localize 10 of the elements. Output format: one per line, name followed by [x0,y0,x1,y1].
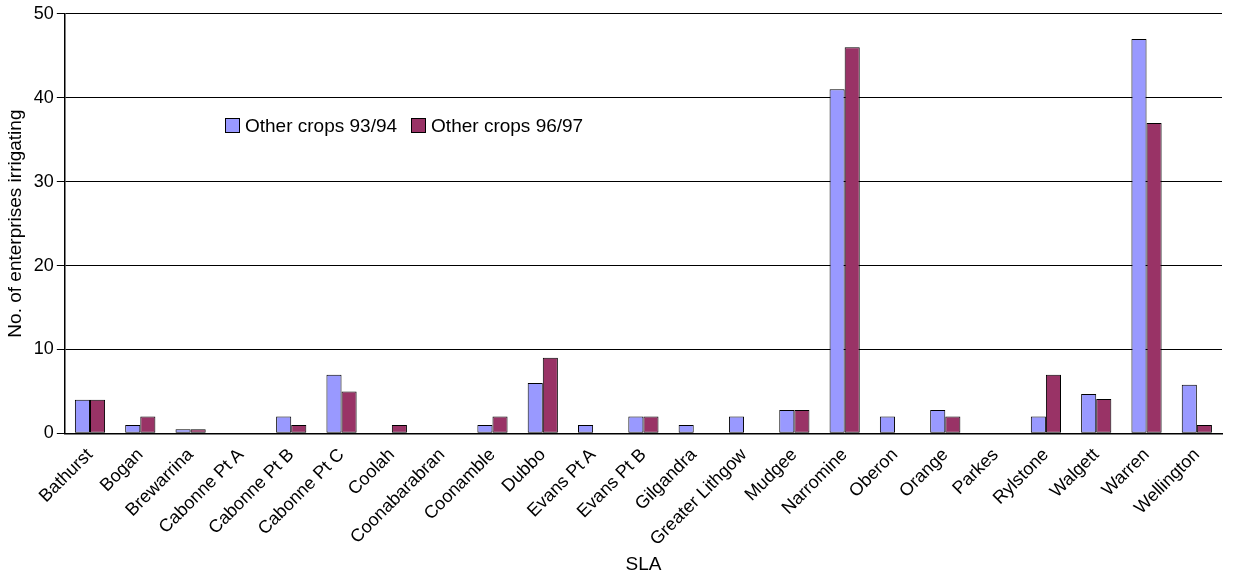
y-tick-label: 30 [33,170,54,191]
legend-label: Other crops 96/97 [430,115,584,137]
legend-label: Other crops 93/94 [244,115,398,137]
x-axis-title: SLA [625,552,662,574]
y-tick-label: 10 [33,338,54,359]
y-tick-label: 20 [33,254,54,275]
y-tick-label: 0 [43,422,54,443]
y-axis-title: No. of enterprises irrigating [3,109,25,338]
y-tick-label: 50 [33,2,54,23]
y-tick-label: 40 [33,86,54,107]
